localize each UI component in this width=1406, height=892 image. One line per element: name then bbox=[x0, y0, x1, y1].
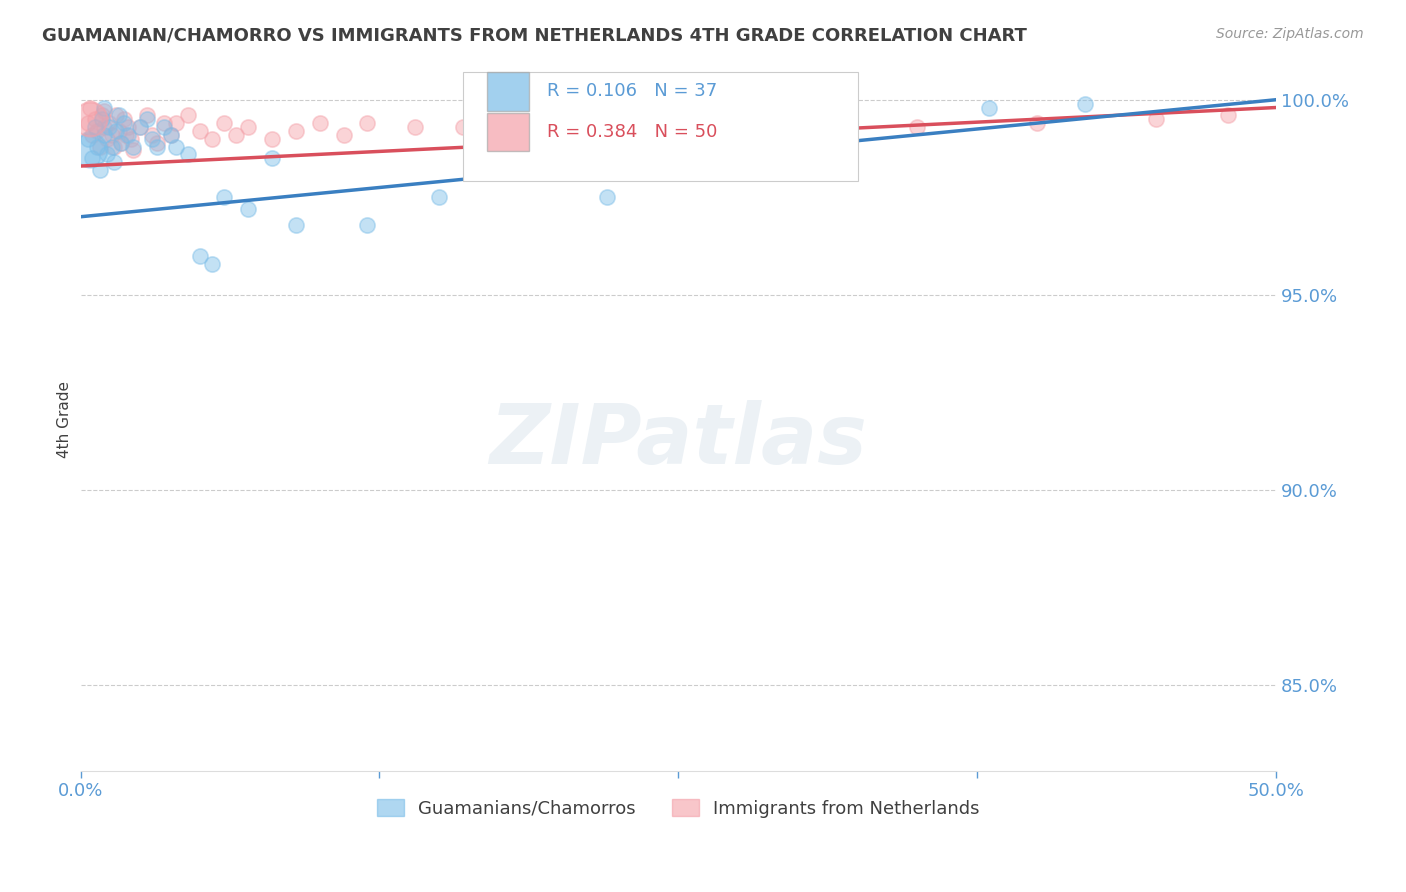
Point bbox=[146, 139, 169, 153]
Point bbox=[905, 120, 928, 134]
Text: R = 0.106   N = 37: R = 0.106 N = 37 bbox=[547, 82, 717, 100]
Point bbox=[212, 190, 235, 204]
Text: R = 0.384   N = 50: R = 0.384 N = 50 bbox=[547, 123, 717, 141]
Point bbox=[356, 116, 378, 130]
Point bbox=[98, 120, 121, 134]
Point bbox=[93, 120, 115, 134]
Point bbox=[308, 116, 330, 130]
Text: Source: ZipAtlas.com: Source: ZipAtlas.com bbox=[1216, 27, 1364, 41]
Point bbox=[105, 124, 128, 138]
Point bbox=[115, 128, 138, 142]
Point bbox=[82, 151, 104, 165]
Point bbox=[107, 124, 129, 138]
Point bbox=[738, 132, 761, 146]
Point bbox=[76, 116, 98, 130]
Point bbox=[89, 163, 111, 178]
Point bbox=[107, 108, 129, 122]
Point bbox=[188, 249, 211, 263]
Bar bbox=[486, 112, 529, 152]
Point bbox=[83, 120, 105, 134]
Point bbox=[82, 128, 104, 142]
Point bbox=[112, 112, 135, 127]
Point bbox=[201, 132, 224, 146]
Point bbox=[188, 124, 211, 138]
Point bbox=[165, 139, 187, 153]
Point bbox=[666, 124, 689, 138]
Point bbox=[93, 128, 115, 142]
Point bbox=[212, 116, 235, 130]
Point bbox=[117, 128, 139, 142]
Point bbox=[79, 144, 101, 158]
Point bbox=[1144, 112, 1167, 127]
Point bbox=[427, 190, 450, 204]
Point bbox=[98, 116, 121, 130]
Point bbox=[165, 116, 187, 130]
Point bbox=[284, 218, 307, 232]
Point bbox=[141, 132, 163, 146]
Point bbox=[153, 120, 176, 134]
Point bbox=[284, 124, 307, 138]
Point bbox=[153, 116, 176, 130]
Point bbox=[129, 120, 152, 134]
Point bbox=[1218, 108, 1240, 122]
Point bbox=[1025, 116, 1047, 130]
Point bbox=[76, 132, 98, 146]
Point bbox=[93, 104, 115, 119]
Point bbox=[595, 190, 617, 204]
Point bbox=[236, 120, 259, 134]
Point bbox=[86, 124, 108, 138]
Point bbox=[499, 124, 522, 138]
Point bbox=[141, 128, 163, 142]
Text: ZIPatlas: ZIPatlas bbox=[489, 401, 868, 481]
Point bbox=[100, 128, 122, 142]
Point bbox=[260, 151, 283, 165]
Point bbox=[136, 108, 159, 122]
Point bbox=[977, 101, 1000, 115]
Point bbox=[201, 256, 224, 270]
Point bbox=[117, 120, 139, 134]
Point bbox=[356, 218, 378, 232]
Point bbox=[160, 128, 183, 142]
Point bbox=[595, 116, 617, 130]
Point bbox=[91, 108, 114, 122]
Point bbox=[236, 202, 259, 216]
Bar bbox=[486, 72, 529, 111]
Point bbox=[89, 139, 111, 153]
Point bbox=[105, 108, 128, 122]
Point bbox=[103, 155, 125, 169]
Point bbox=[83, 112, 105, 127]
Point bbox=[404, 120, 426, 134]
Point bbox=[260, 132, 283, 146]
Point bbox=[1073, 96, 1095, 111]
Point bbox=[129, 120, 152, 134]
Y-axis label: 4th Grade: 4th Grade bbox=[58, 381, 72, 458]
Point bbox=[112, 116, 135, 130]
FancyBboxPatch shape bbox=[463, 72, 858, 181]
Point bbox=[96, 147, 118, 161]
Point bbox=[79, 112, 101, 127]
Point bbox=[96, 132, 118, 146]
Point bbox=[91, 112, 114, 127]
Point bbox=[86, 139, 108, 153]
Point bbox=[160, 128, 183, 142]
Point bbox=[177, 147, 200, 161]
Point bbox=[122, 144, 145, 158]
Point bbox=[110, 136, 132, 150]
Point bbox=[146, 136, 169, 150]
Point bbox=[332, 128, 354, 142]
Point bbox=[100, 139, 122, 153]
Point bbox=[547, 112, 569, 127]
Point bbox=[177, 108, 200, 122]
Point bbox=[136, 112, 159, 127]
Point bbox=[122, 139, 145, 153]
Point bbox=[451, 120, 474, 134]
Text: GUAMANIAN/CHAMORRO VS IMMIGRANTS FROM NETHERLANDS 4TH GRADE CORRELATION CHART: GUAMANIAN/CHAMORRO VS IMMIGRANTS FROM NE… bbox=[42, 27, 1026, 45]
Point bbox=[103, 139, 125, 153]
Point bbox=[110, 136, 132, 150]
Legend: Guamanians/Chamorros, Immigrants from Netherlands: Guamanians/Chamorros, Immigrants from Ne… bbox=[370, 792, 987, 825]
Point bbox=[79, 101, 101, 115]
Point bbox=[120, 132, 142, 146]
Point bbox=[225, 128, 247, 142]
Point bbox=[93, 101, 115, 115]
